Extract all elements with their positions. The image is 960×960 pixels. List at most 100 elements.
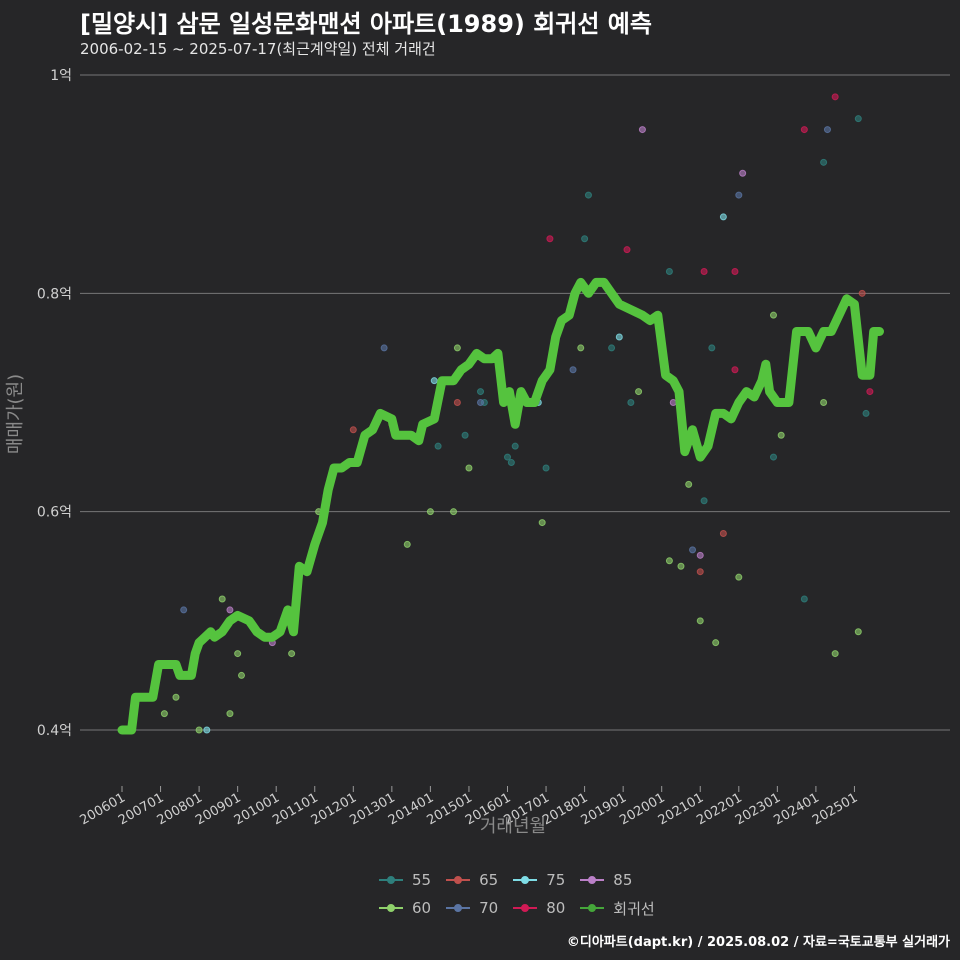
- data-point-65: [349, 426, 357, 434]
- data-point-60: [538, 519, 546, 527]
- data-point-70: [569, 366, 577, 374]
- legend-item-회귀선: 회귀선: [579, 898, 655, 919]
- data-point-80: [623, 246, 631, 254]
- data-point-60: [696, 617, 704, 625]
- data-point-75: [430, 377, 438, 385]
- data-point-80: [731, 268, 739, 275]
- data-point-70: [180, 606, 188, 614]
- data-point-60: [685, 480, 693, 488]
- data-point-65: [858, 289, 866, 297]
- legend-swatch: [513, 876, 538, 884]
- data-point-60: [465, 464, 473, 472]
- data-point-55: [820, 158, 828, 166]
- legend-swatch: [580, 904, 605, 912]
- data-point-55: [862, 409, 870, 417]
- data-point-60: [665, 557, 673, 565]
- data-point-70: [689, 546, 697, 554]
- data-point-80: [731, 366, 739, 374]
- legend-label: 80: [546, 899, 566, 917]
- data-point-55: [708, 344, 716, 352]
- data-point-65: [696, 568, 704, 576]
- chart-title: [밀양시] 삼문 일성문화맨션 아파트(1989) 회귀선 예측: [80, 10, 652, 38]
- data-point-55: [854, 115, 862, 123]
- data-point-55: [461, 431, 469, 439]
- data-point-85: [696, 551, 704, 559]
- data-point-60: [677, 562, 685, 570]
- data-point-60: [403, 540, 411, 548]
- data-point-75: [615, 333, 623, 341]
- legend-label: 75: [546, 871, 566, 889]
- legend-label: 70: [479, 899, 499, 917]
- data-point-70: [735, 191, 743, 199]
- data-point-60: [854, 628, 862, 636]
- data-point-60: [712, 639, 720, 647]
- x-axis-label: 거래년월: [480, 816, 546, 837]
- y-tick-label: 1억: [50, 68, 72, 84]
- data-point-60: [820, 399, 828, 406]
- data-point-60: [218, 595, 226, 603]
- data-point-85: [638, 126, 646, 134]
- data-point-55: [627, 399, 635, 406]
- legend-swatch: [379, 876, 403, 884]
- data-point-60: [635, 388, 643, 396]
- regression-line: [117, 277, 884, 735]
- legend-swatch: [446, 904, 471, 912]
- y-tick-label: 0.6억: [37, 505, 72, 521]
- data-point-75: [719, 213, 727, 221]
- data-point-60: [831, 650, 839, 658]
- data-point-60: [172, 693, 180, 701]
- data-point-60: [288, 650, 296, 658]
- data-point-55: [504, 453, 511, 461]
- data-point-65: [719, 530, 727, 537]
- y-tick-label: 0.8억: [37, 286, 72, 302]
- legend-item-80: 80: [512, 899, 565, 917]
- legend-label: 회귀선: [613, 899, 655, 918]
- data-point-60: [777, 431, 785, 439]
- data-point-55: [542, 464, 550, 472]
- data-point-60: [238, 671, 246, 679]
- data-point-60: [735, 573, 743, 581]
- data-point-55: [800, 595, 808, 603]
- data-point-55: [581, 235, 589, 243]
- x-axis: 2006012007012008012009012010012011012012…: [78, 786, 860, 828]
- legend-item-85: 85: [579, 871, 632, 889]
- legend-swatch: [379, 904, 403, 912]
- data-point-60: [426, 508, 434, 516]
- legend-item-70: 70: [445, 899, 498, 917]
- data-point-70: [823, 126, 831, 134]
- data-point-65: [453, 399, 461, 406]
- legend-item-75: 75: [512, 871, 565, 889]
- data-point-60: [226, 710, 234, 718]
- legend-item-60: 60: [378, 899, 431, 917]
- legend: 55 65 75 85 60 70 80 회귀선: [378, 866, 678, 922]
- data-point-55: [584, 191, 592, 199]
- legend-swatch: [446, 876, 471, 884]
- chart-subtitle: 2006-02-15 ~ 2025-07-17(최근계약일) 전체 거래건: [80, 40, 436, 58]
- data-point-55: [511, 442, 519, 450]
- data-point-85: [226, 606, 234, 614]
- data-point-70: [477, 399, 485, 406]
- data-point-55: [608, 344, 616, 352]
- legend-label: 85: [613, 871, 633, 889]
- data-point-60: [160, 710, 168, 718]
- y-tick-label: 0.4억: [37, 723, 72, 739]
- data-point-60: [450, 508, 458, 516]
- y-axis-label: 매매가(원): [5, 374, 26, 454]
- legend-item-65: 65: [445, 871, 498, 889]
- y-axis: 0.4억 0.6억 0.8억 1억: [37, 68, 72, 739]
- data-point-55: [700, 497, 708, 505]
- data-point-80: [831, 93, 839, 101]
- data-point-55: [507, 459, 515, 467]
- data-point-60: [577, 344, 585, 352]
- data-point-60: [195, 726, 203, 734]
- grid-lines: [80, 74, 950, 731]
- legend-item-55: 55: [378, 871, 431, 889]
- data-point-55: [769, 453, 777, 461]
- legend-label: 65: [479, 871, 499, 889]
- data-point-60: [234, 650, 242, 658]
- data-point-80: [866, 388, 874, 396]
- legend-label: 60: [412, 899, 432, 917]
- legend-label: 55: [412, 871, 432, 889]
- data-point-80: [546, 235, 554, 243]
